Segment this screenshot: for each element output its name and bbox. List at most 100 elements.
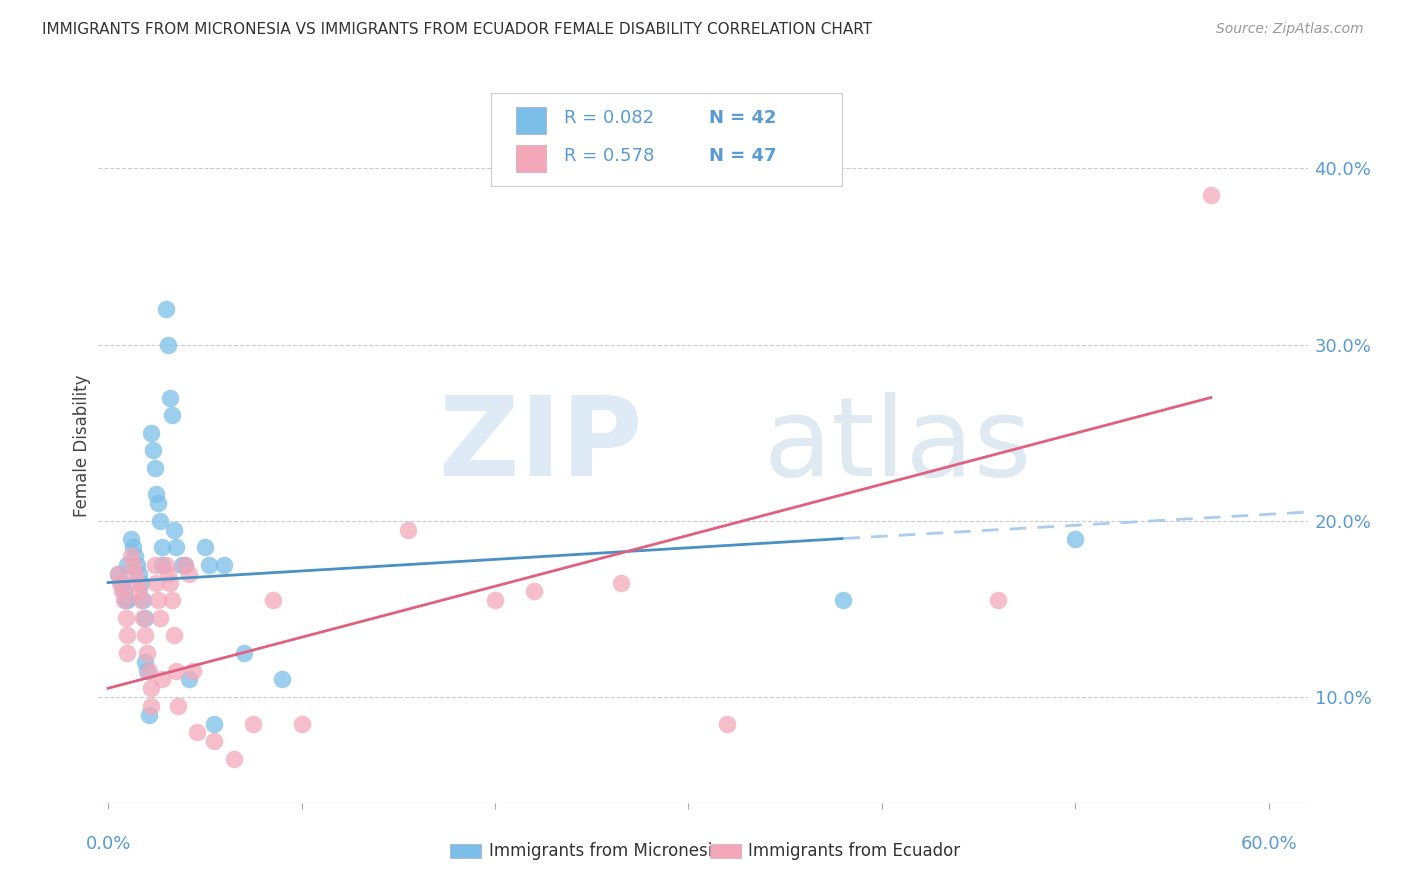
Text: atlas: atlas bbox=[763, 392, 1032, 500]
Point bbox=[114, 611, 136, 625]
Point bbox=[132, 611, 155, 625]
Text: 60.0%: 60.0% bbox=[1240, 835, 1298, 853]
Point bbox=[138, 664, 160, 678]
Point bbox=[111, 584, 134, 599]
Y-axis label: Female Disability: Female Disability bbox=[73, 375, 91, 517]
Point bbox=[987, 593, 1010, 607]
Point bbox=[145, 575, 167, 590]
Text: Source: ZipAtlas.com: Source: ZipAtlas.com bbox=[1216, 22, 1364, 37]
Point bbox=[155, 558, 177, 572]
FancyBboxPatch shape bbox=[492, 93, 842, 186]
Point bbox=[149, 611, 172, 625]
Point bbox=[117, 646, 139, 660]
Point bbox=[145, 487, 167, 501]
Point bbox=[181, 664, 204, 678]
Point bbox=[157, 566, 180, 581]
Point bbox=[139, 681, 162, 696]
Point bbox=[484, 593, 506, 607]
Point bbox=[117, 628, 139, 642]
Point bbox=[120, 532, 142, 546]
Point bbox=[170, 558, 193, 572]
Point bbox=[143, 558, 166, 572]
Point bbox=[120, 549, 142, 563]
Point bbox=[150, 673, 173, 687]
Point bbox=[174, 558, 197, 572]
Point bbox=[232, 646, 254, 660]
Point bbox=[157, 337, 180, 351]
Point bbox=[1199, 188, 1222, 202]
Bar bbox=[516, 107, 546, 134]
Point bbox=[165, 541, 187, 555]
Text: Immigrants from Ecuador: Immigrants from Ecuador bbox=[748, 842, 960, 860]
Point bbox=[242, 716, 264, 731]
Point bbox=[148, 496, 170, 510]
Point bbox=[112, 584, 135, 599]
Point bbox=[262, 593, 284, 607]
Point bbox=[159, 391, 181, 405]
Point bbox=[132, 593, 155, 607]
Point bbox=[149, 514, 172, 528]
Point bbox=[186, 725, 208, 739]
Point bbox=[107, 566, 129, 581]
Point bbox=[523, 584, 546, 599]
Point bbox=[155, 302, 177, 317]
Point bbox=[129, 593, 152, 607]
Text: ZIP: ZIP bbox=[439, 392, 643, 500]
Point bbox=[128, 566, 150, 581]
Text: IMMIGRANTS FROM MICRONESIA VS IMMIGRANTS FROM ECUADOR FEMALE DISABILITY CORRELAT: IMMIGRANTS FROM MICRONESIA VS IMMIGRANTS… bbox=[42, 22, 872, 37]
Point bbox=[134, 628, 156, 642]
Point bbox=[134, 655, 156, 669]
Point bbox=[143, 461, 166, 475]
Point bbox=[163, 628, 186, 642]
Point bbox=[160, 408, 183, 422]
Point bbox=[150, 558, 173, 572]
Text: 0.0%: 0.0% bbox=[86, 835, 131, 853]
Point bbox=[159, 575, 181, 590]
Point bbox=[610, 575, 633, 590]
Point bbox=[124, 566, 146, 581]
Point bbox=[396, 523, 419, 537]
Point bbox=[135, 646, 157, 660]
Point bbox=[124, 549, 146, 563]
Point bbox=[832, 593, 855, 607]
Point bbox=[160, 593, 183, 607]
Point bbox=[122, 558, 145, 572]
Point bbox=[117, 558, 139, 572]
Point bbox=[139, 425, 162, 440]
Point bbox=[108, 575, 131, 590]
Point bbox=[197, 558, 219, 572]
Text: Immigrants from Micronesia: Immigrants from Micronesia bbox=[489, 842, 723, 860]
Point bbox=[165, 664, 187, 678]
Point bbox=[1064, 532, 1087, 546]
Point bbox=[148, 593, 170, 607]
Point bbox=[134, 611, 156, 625]
Point bbox=[142, 443, 165, 458]
Point bbox=[174, 558, 197, 572]
Point bbox=[127, 558, 149, 572]
Text: N = 42: N = 42 bbox=[709, 109, 776, 127]
Point bbox=[166, 698, 188, 713]
Bar bbox=[516, 145, 546, 171]
Text: N = 47: N = 47 bbox=[709, 147, 776, 165]
Point bbox=[179, 566, 201, 581]
Point bbox=[204, 734, 226, 748]
Point bbox=[112, 593, 135, 607]
Point bbox=[107, 566, 129, 581]
Point bbox=[128, 584, 150, 599]
Text: R = 0.082: R = 0.082 bbox=[564, 109, 654, 127]
Point bbox=[127, 575, 149, 590]
Point bbox=[271, 673, 294, 687]
Point bbox=[179, 673, 201, 687]
Point bbox=[139, 698, 162, 713]
Point bbox=[117, 593, 139, 607]
Point bbox=[222, 752, 245, 766]
Point bbox=[138, 707, 160, 722]
Point bbox=[716, 716, 738, 731]
Point bbox=[163, 523, 186, 537]
Point bbox=[129, 575, 152, 590]
Point bbox=[111, 575, 134, 590]
Point bbox=[150, 541, 173, 555]
Point bbox=[212, 558, 235, 572]
Text: R = 0.578: R = 0.578 bbox=[564, 147, 654, 165]
Point bbox=[122, 541, 145, 555]
